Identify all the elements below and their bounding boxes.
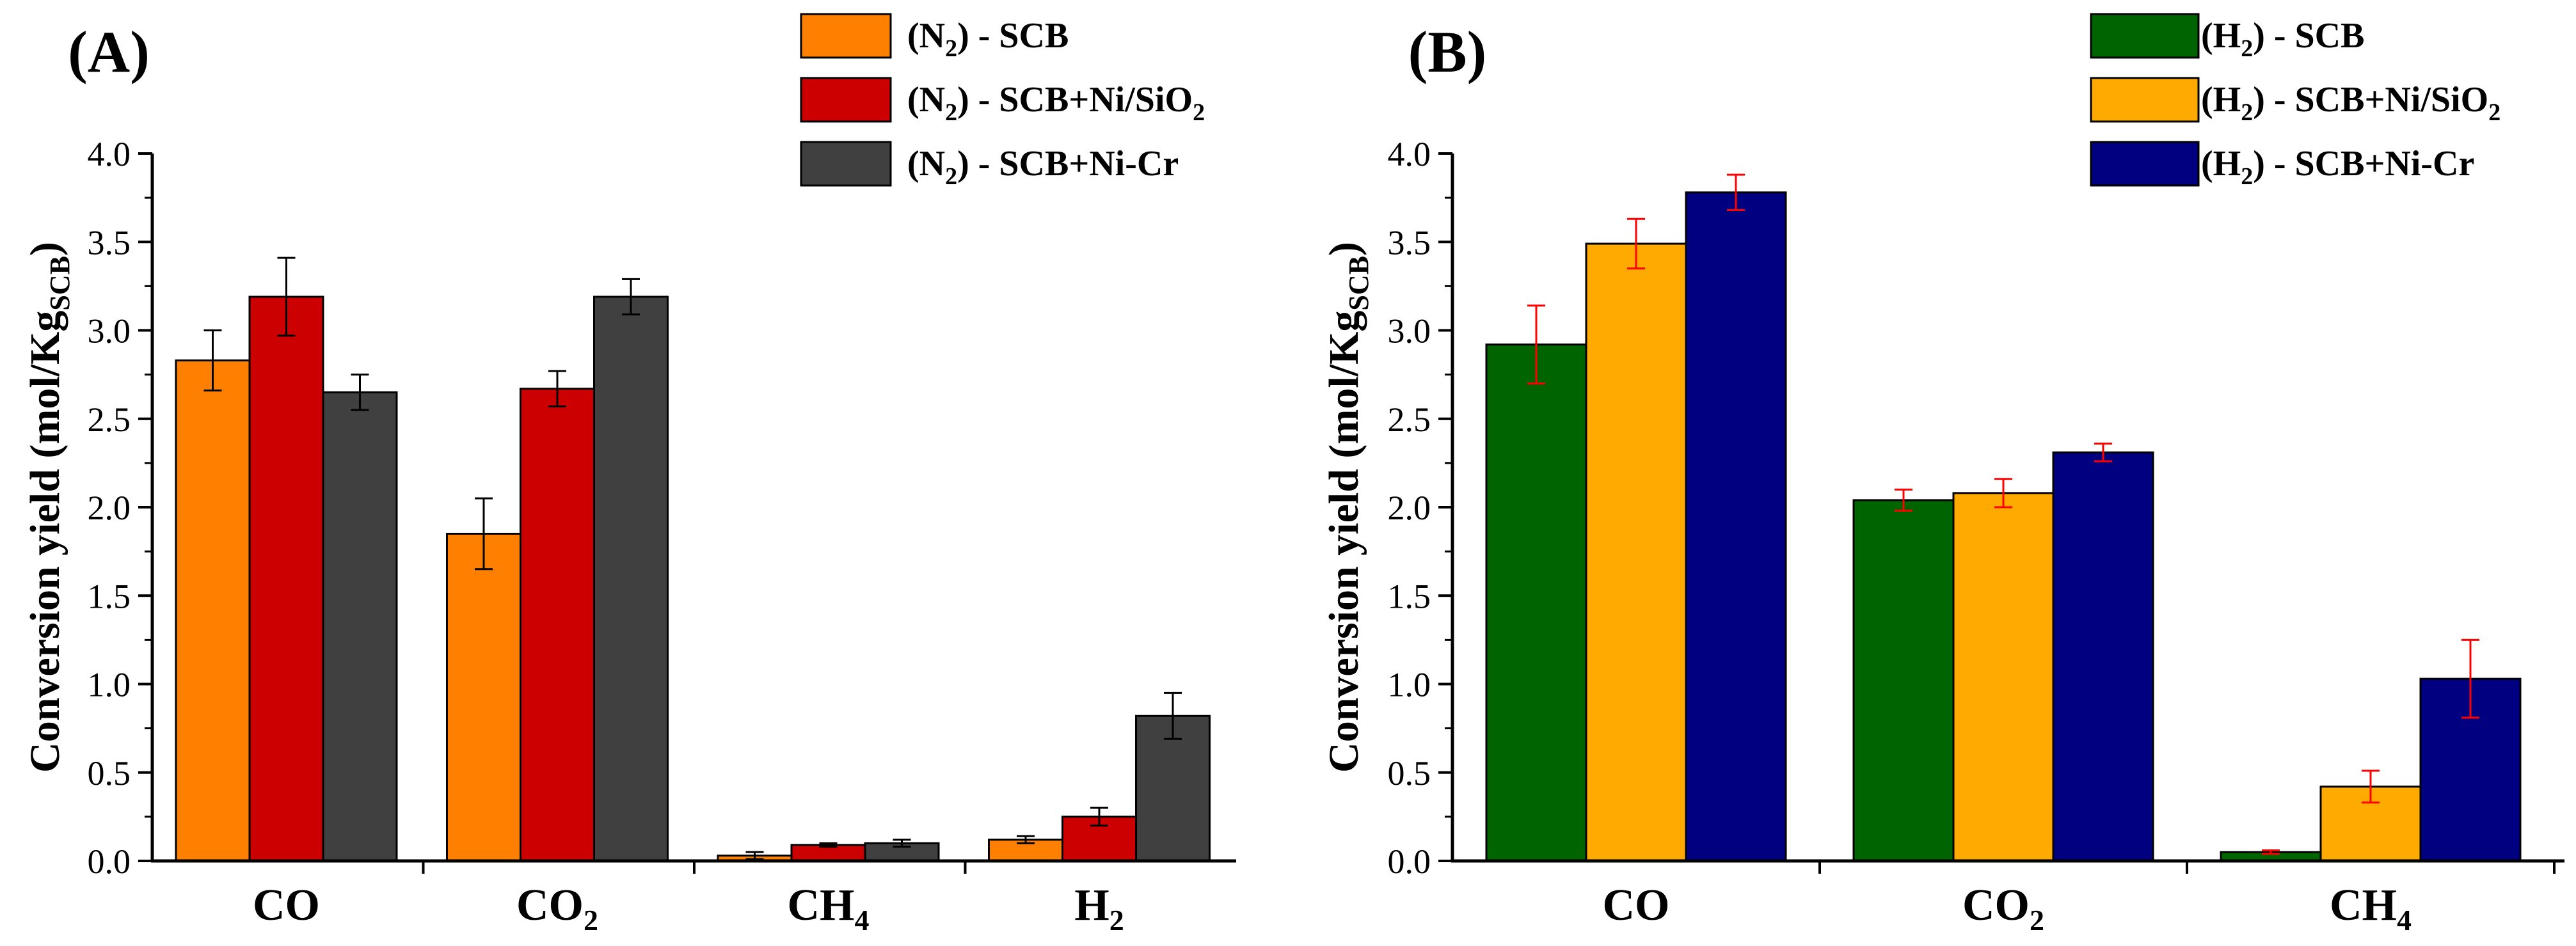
legend-swatch-2	[800, 77, 892, 123]
y-tick-label: 1.5	[88, 577, 131, 615]
bar-series-2-category-2	[1952, 492, 2055, 862]
legend-swatch-3	[800, 141, 892, 187]
bar-series-2-category-1	[1585, 242, 1687, 862]
bar-series-1-category-1	[175, 359, 251, 862]
error-bar-series-2-category-3	[819, 842, 838, 848]
x-tick-label: CH4	[788, 881, 870, 936]
y-tick-label: 1.0	[1388, 666, 1431, 704]
y-tick-label: 0.5	[88, 754, 131, 792]
error-bar-series-3-category-1	[1727, 173, 1745, 211]
y-tick-label: 2.0	[88, 489, 131, 527]
error-bar-series-2-category-2	[1994, 478, 2012, 508]
y-tick-label: 0.5	[1388, 754, 1431, 792]
error-bar-series-1-category-3	[745, 851, 764, 860]
error-bar-series-3-category-4	[1164, 691, 1182, 740]
x-tick-label: H2	[1074, 881, 1124, 936]
panel-label: (B)	[1408, 19, 1487, 84]
x-tick-label: CO	[1603, 881, 1670, 930]
y-tick-label: 4.0	[1388, 135, 1431, 173]
y-tick-label: 3.0	[1388, 312, 1431, 351]
x-tick-label: CO2	[1962, 881, 2044, 936]
legend-label-3: (N2) - SCB+Ni-Cr	[907, 144, 1179, 190]
legend-swatch-3	[2090, 141, 2200, 187]
legend-swatch-1	[2090, 13, 2200, 59]
y-tick-label: 0.0	[88, 842, 131, 881]
legend: (N2) - SCB (N2) - SCB+Ni/SiO2 (N2) - SCB+N…	[800, 13, 1205, 190]
error-bar-series-2-category-3	[2362, 769, 2380, 804]
legend-label-2: (H2) - SCB+Ni/SiO2	[2201, 80, 2500, 126]
y-tick-label: 4.0	[88, 135, 131, 173]
bar-series-3-category-1	[322, 391, 398, 862]
error-bar-series-2-category-4	[1090, 807, 1108, 827]
legend-label-1: (N2) - SCB	[907, 16, 1069, 62]
error-bar-series-1-category-1	[1527, 304, 1545, 384]
bar-series-3-category-2	[593, 296, 669, 862]
legend-label-2: (N2) - SCB+Ni/SiO2	[907, 80, 1205, 126]
y-tick-label: 2.0	[1388, 489, 1431, 527]
error-bar-series-3-category-2	[2094, 442, 2112, 462]
legend: (H2) - SCB (H2) - SCB+Ni/SiO2 (H2) - SCB+N…	[2090, 13, 2500, 190]
x-tick-label: CO	[253, 881, 320, 930]
error-bar-series-1-category-2	[1895, 488, 1912, 512]
y-tick-label: 2.5	[88, 400, 131, 439]
y-tick-label: 1.0	[88, 666, 131, 704]
error-bar-series-2-category-1	[1627, 217, 1645, 270]
error-bar-series-2-category-1	[277, 256, 296, 337]
panel-label: (A)	[68, 19, 150, 84]
error-bar-series-1-category-2	[475, 497, 493, 571]
legend-label-3: (H2) - SCB+Ni-Cr	[2201, 144, 2474, 190]
y-tick-label: 1.5	[1388, 577, 1431, 615]
error-bar-series-3-category-2	[622, 278, 640, 316]
legend-swatch-1	[800, 13, 892, 59]
error-bar-series-3-category-3	[893, 839, 911, 848]
bar-series-3-category-2	[2052, 451, 2154, 862]
chart-panel-b: (B) 0.0 0.5 1.0 1.5 2.0 2.5 3.0 3.5 4.0 CO CO2 CH4 Co…	[1321, 13, 2564, 936]
error-bar-series-1-category-1	[203, 329, 222, 392]
error-bar-series-3-category-1	[351, 374, 369, 411]
bar-series-3-category-1	[1685, 191, 1787, 862]
bar-series-1-category-1	[1485, 343, 1587, 862]
error-bar-series-1-category-3	[2262, 849, 2280, 855]
bar-series-2-category-2	[520, 388, 595, 862]
y-tick-label: 0.0	[1388, 842, 1431, 881]
y-tick-label: 3.5	[88, 223, 131, 262]
y-tick-label: 3.5	[1388, 223, 1431, 262]
y-axis-title: Conversion yield (mol/KgSCB)	[22, 242, 76, 773]
x-tick-label: CO2	[516, 881, 598, 936]
bar-series-1-category-2	[446, 532, 521, 862]
y-axis-title: Conversion yield (mol/KgSCB)	[1321, 242, 1374, 773]
legend-label-1: (H2) - SCB	[2201, 16, 2364, 62]
y-tick-label: 3.0	[88, 312, 131, 351]
bar-series-2-category-1	[248, 296, 324, 862]
error-bar-series-3-category-3	[2461, 638, 2479, 719]
legend-swatch-2	[2090, 77, 2200, 123]
bar-series-1-category-2	[1852, 499, 1955, 862]
error-bar-series-1-category-4	[1017, 835, 1035, 844]
chart-panel-a: (A) 0.0 0.5 1.0 1.5 2.0 2.5 3.0 3.5 4.0 CO CO2 CH4 H2…	[22, 13, 1236, 936]
x-tick-label: CH4	[2330, 881, 2412, 936]
error-bar-series-2-category-2	[548, 370, 566, 407]
y-tick-label: 2.5	[1388, 400, 1431, 439]
